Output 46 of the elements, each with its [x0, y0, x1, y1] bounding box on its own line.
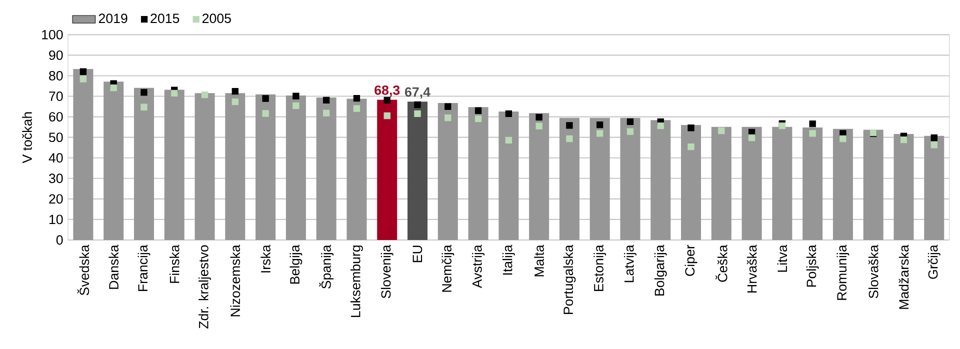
y-tick-label: 50: [49, 132, 63, 142]
y-tick-label: 20: [49, 194, 63, 204]
x-tick-label: Francija: [138, 244, 150, 292]
x-tick-label: Italija: [502, 244, 515, 275]
y-tick-label: 90: [49, 50, 63, 60]
x-tick-label: Bolgarija: [654, 244, 667, 296]
x-tick-label: Avstrija: [472, 244, 484, 288]
legend-label: 2019: [98, 14, 128, 24]
x-tick-label: Češka: [715, 244, 728, 282]
x-tick-label: Portugalska: [563, 244, 576, 314]
x-tick-label: Belgija: [290, 244, 302, 284]
y-tick-label: 30: [48, 174, 63, 184]
x-tick-label: Ciper: [684, 244, 698, 276]
x-tick-label: Estonija: [594, 244, 606, 292]
x-tick-label: Zdr. kraljestvo: [198, 245, 211, 329]
x-tick-label: Latvija: [624, 244, 636, 282]
x-tick-label: Slovenija: [380, 244, 394, 298]
x-tick-label: Irska: [260, 244, 270, 272]
x-tick-label: Hrvaška: [746, 244, 757, 293]
x-tick-label: Španija: [319, 244, 334, 289]
x-tick-label: Madžarska: [898, 244, 909, 309]
y-tick-label: 10: [50, 214, 63, 224]
x-tick-label: Litva: [777, 244, 788, 272]
y-tick-label: 60: [49, 112, 63, 122]
legend-label: 2005: [202, 14, 231, 24]
legend-label: 2015: [150, 14, 180, 24]
x-tick-label: Luksemburg: [350, 246, 363, 317]
data-label: 68,3: [374, 85, 400, 97]
x-tick-label: Malta: [534, 244, 544, 276]
y-tick-label: 40: [48, 153, 63, 163]
x-tick-label: Nemčija: [442, 244, 454, 292]
x-tick-label: Nizozemska: [230, 244, 240, 316]
x-tick-label: Finska: [169, 244, 180, 283]
y-tick-label: 70: [49, 92, 63, 101]
x-tick-label: Romunija: [836, 244, 850, 300]
y-axis-title: V točkah: [22, 112, 32, 164]
x-tick-label: Švedska: [77, 244, 90, 296]
x-tick-label: Poljska: [806, 244, 819, 287]
x-tick-label: EU: [412, 246, 422, 262]
y-tick-label: 100: [42, 30, 63, 40]
y-tick-label: 0: [56, 235, 63, 245]
x-tick-label: Grčija: [928, 244, 940, 279]
x-tick-label: Slovaška: [868, 244, 878, 298]
x-tick-label: Danska: [108, 244, 118, 289]
data-label: 67,4: [405, 87, 430, 99]
y-tick-label: 80: [49, 71, 63, 80]
